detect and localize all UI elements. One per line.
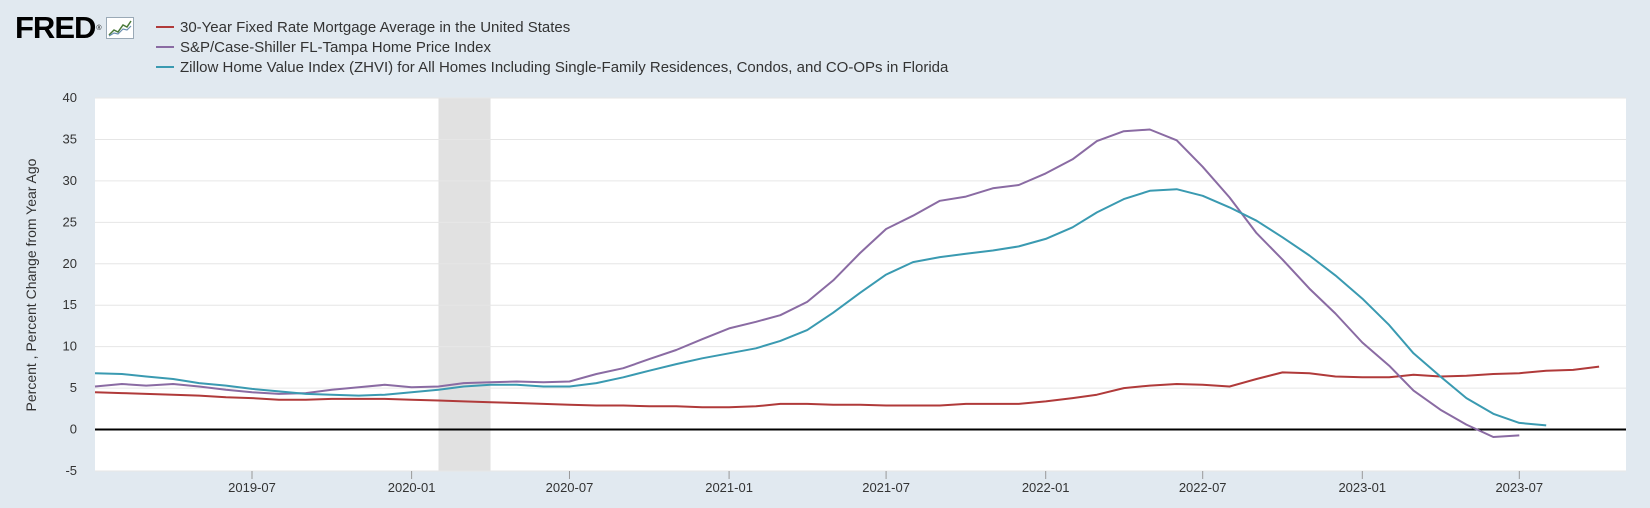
x-tick-label: 2020-07	[546, 480, 594, 495]
x-axis-ticks: 2019-07 2020-01 2020-07 2021-01 2021-07 2022-…	[228, 471, 1543, 495]
plot-area	[95, 98, 1626, 471]
y-tick-label: 30	[63, 173, 77, 188]
grid-lines	[95, 97, 1626, 472]
registered-mark: ®	[96, 24, 102, 32]
logo-text: FRED	[15, 10, 96, 45]
y-tick-label: 40	[63, 90, 77, 105]
legend-swatch	[156, 46, 174, 48]
y-tick-label: -5	[65, 463, 77, 478]
y-tick-label: 25	[63, 214, 77, 229]
x-tick-label: 2023-07	[1495, 480, 1543, 495]
trend-chart-icon	[105, 17, 134, 39]
series-line-3[interactable]	[94, 188, 1547, 427]
y-tick-label: 20	[63, 256, 77, 271]
x-tick-label: 2022-07	[1179, 480, 1227, 495]
series-line-2[interactable]	[94, 128, 1520, 438]
chart-legend: 30-Year Fixed Rate Mortgage Average in t…	[156, 17, 948, 77]
legend-label: Zillow Home Value Index (ZHVI) for All H…	[180, 58, 949, 76]
y-axis-ticks: -5 0 5 10 15 20 25 30 35 40	[63, 90, 77, 478]
legend-label: 30-Year Fixed Rate Mortgage Average in t…	[180, 18, 571, 36]
y-tick-label: 0	[70, 422, 77, 437]
y-tick-label: 5	[70, 380, 77, 395]
fred-logo[interactable]: FRED ®	[15, 10, 134, 46]
recession-shading	[438, 98, 491, 471]
y-axis-title: Percent , Percent Change from Year Ago	[23, 158, 39, 411]
legend-swatch	[156, 66, 174, 68]
legend-swatch	[156, 26, 174, 28]
x-tick-label: 2021-01	[705, 480, 753, 495]
y-tick-label: 10	[63, 339, 77, 354]
y-tick-label: 35	[63, 131, 77, 146]
x-tick-label: 2020-01	[388, 480, 436, 495]
legend-item-case-shiller[interactable]: S&P/Case-Shiller FL-Tampa Home Price Ind…	[156, 37, 948, 57]
x-tick-label: 2019-07	[228, 480, 276, 495]
legend-item-zillow[interactable]: Zillow Home Value Index (ZHVI) for All H…	[156, 57, 948, 77]
series-line-1[interactable]	[94, 365, 1600, 409]
legend-label: S&P/Case-Shiller FL-Tampa Home Price Ind…	[180, 38, 491, 56]
y-tick-label: 15	[63, 297, 77, 312]
x-tick-label: 2023-01	[1338, 480, 1386, 495]
x-tick-label: 2022-01	[1022, 480, 1070, 495]
series-lines	[94, 128, 1600, 438]
x-tick-label: 2021-07	[862, 480, 910, 495]
legend-item-mortgage[interactable]: 30-Year Fixed Rate Mortgage Average in t…	[156, 17, 948, 37]
